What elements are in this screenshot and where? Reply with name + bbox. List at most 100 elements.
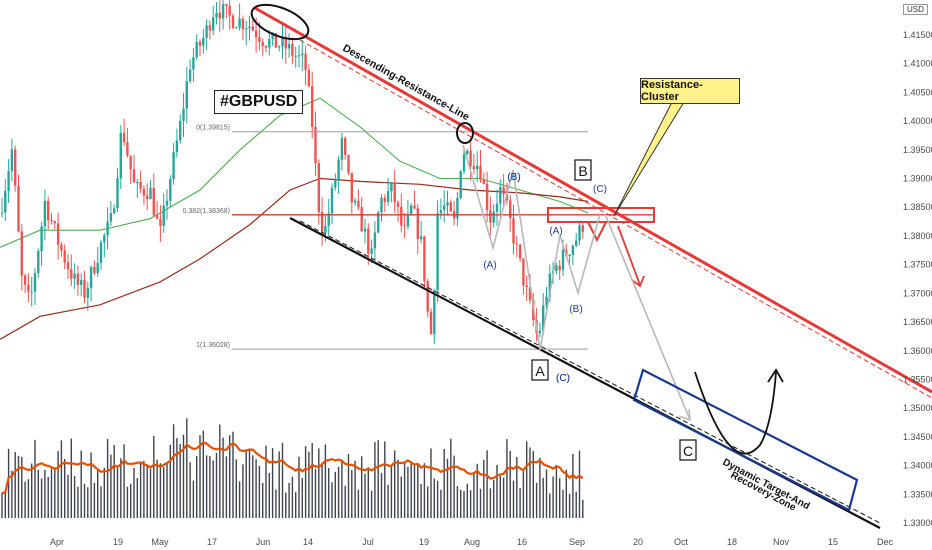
candle-body: [202, 37, 205, 46]
candle-body: [231, 15, 235, 29]
candle-body: [56, 223, 60, 245]
target-recovery-zone: [632, 368, 859, 512]
time-tick-label: Aug: [464, 537, 480, 547]
candle-body: [476, 165, 479, 170]
wave-minor-label: (B): [507, 172, 520, 183]
candle-body: [311, 86, 314, 127]
candle-body: [132, 169, 136, 183]
candle-body: [23, 275, 27, 285]
descending-resistance-line: [254, 6, 932, 394]
wave-major-label: A: [535, 363, 545, 379]
candle-body: [353, 200, 357, 203]
candle-body: [40, 226, 43, 252]
recovery-curve: [694, 371, 777, 455]
high-circle: [456, 122, 474, 144]
time-tick-label: Sep: [569, 537, 585, 547]
candle-body: [423, 236, 426, 282]
candle-body: [169, 179, 172, 201]
candle-body: [50, 220, 53, 222]
candle-body: [459, 171, 462, 198]
wave-label-box: [531, 359, 549, 381]
candle-body: [215, 12, 218, 18]
candle-body: [179, 121, 182, 141]
candle-body: [502, 187, 505, 194]
candle-body: [99, 242, 103, 263]
resistance-dashed-line: [299, 39, 932, 399]
currency-badge[interactable]: USD: [903, 4, 928, 15]
candle-body: [439, 209, 443, 214]
wave-minor-label: (A): [549, 226, 562, 237]
candle-body: [291, 43, 294, 56]
candle-body: [505, 193, 509, 201]
candle-body: [499, 187, 502, 204]
candle-body: [294, 55, 297, 57]
candle-body: [433, 290, 436, 334]
candle-body: [558, 265, 561, 270]
price-tick-label: 1.39500: [903, 145, 932, 155]
red-down-arrow: [587, 221, 607, 243]
wave-projection-path: [539, 213, 601, 351]
candle-body: [373, 232, 377, 249]
candle-body: [278, 46, 281, 48]
candle-body: [390, 182, 393, 192]
descending-resistance-label: Descending-Resistance-Line: [341, 42, 472, 123]
candle-body: [113, 208, 116, 214]
candle-body: [221, 4, 225, 19]
wave-minor-label: (B): [569, 304, 582, 315]
candle-body: [106, 221, 109, 236]
candle-body: [274, 33, 278, 48]
time-tick-label: Apr: [50, 537, 64, 547]
candle-body: [518, 244, 522, 259]
candle-body: [406, 213, 410, 227]
candle-body: [337, 159, 340, 180]
candle-body: [47, 201, 50, 221]
candle-body: [436, 213, 439, 291]
time-tick-label: 18: [727, 537, 737, 547]
time-tick-label: Jun: [256, 537, 271, 547]
candle-body: [162, 205, 165, 226]
candle-body: [317, 163, 320, 212]
candle-body: [66, 262, 70, 270]
time-tick-label: 14: [303, 537, 313, 547]
candle-body: [228, 5, 231, 16]
resistance-cluster-callout: Resistance-Cluster: [640, 78, 740, 104]
candle-body: [192, 57, 195, 70]
candle-body: [429, 311, 433, 334]
candle-body: [268, 39, 271, 48]
candle-body: [581, 225, 584, 232]
candle-body: [327, 213, 330, 227]
time-tick-label: 16: [517, 537, 527, 547]
candle-body: [479, 165, 482, 180]
candle-body: [287, 43, 291, 49]
candle-body: [489, 210, 492, 223]
price-tick-label: 1.39000: [903, 174, 932, 184]
candle-body: [571, 245, 575, 255]
candle-body: [14, 149, 17, 186]
candle-body: [419, 236, 423, 240]
price-tick-label: 1.35500: [903, 374, 932, 384]
projection-arrowhead: [678, 408, 691, 422]
red-projection-line: [617, 225, 641, 286]
candle-body: [330, 187, 334, 214]
candle-body: [103, 235, 106, 243]
candle-body: [142, 188, 146, 196]
candle-body: [357, 200, 360, 208]
wave-major-label: C: [683, 443, 693, 459]
price-tick-label: 1.40500: [903, 87, 932, 97]
candle-body: [205, 25, 208, 38]
price-tick-label: 1.41500: [903, 30, 932, 40]
wave-minor-label: (A): [483, 260, 496, 271]
candle-body: [542, 305, 545, 331]
price-tick-label: 1.34500: [903, 432, 932, 442]
candle-body: [370, 248, 373, 254]
candle-body: [185, 81, 188, 109]
candle-body: [304, 53, 307, 70]
price-tick-label: 1.36500: [903, 317, 932, 327]
candle-body: [324, 226, 327, 233]
candle-body: [367, 228, 370, 254]
time-tick-label: Oct: [674, 537, 689, 547]
candle-body: [261, 42, 264, 47]
resistance-cluster-box: [547, 207, 655, 223]
